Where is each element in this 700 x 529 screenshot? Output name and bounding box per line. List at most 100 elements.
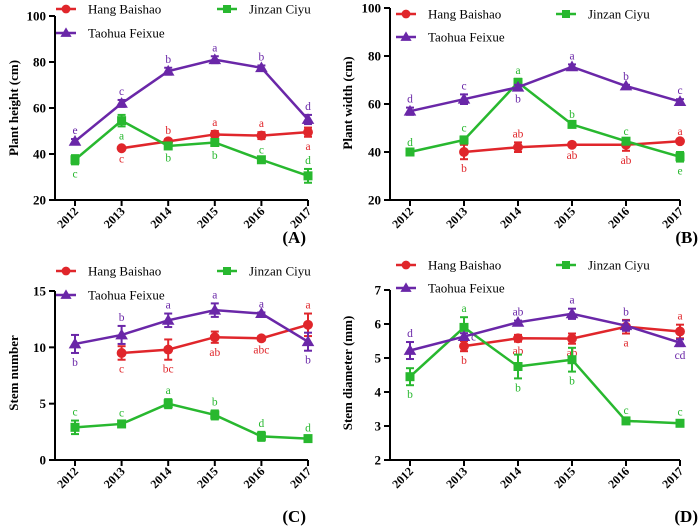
panel-c-legend: Hang Baishao Jinzan Ciyu Taohua Feixue: [56, 264, 311, 303]
data-point: [116, 143, 127, 154]
data-point: [208, 303, 222, 315]
series-line: [74, 58, 309, 143]
panel-a-label: (A): [282, 228, 306, 247]
panel-a-xtick-label: 2013: [101, 204, 128, 231]
panel-b-xtick-label: 2015: [551, 204, 578, 231]
legend-marker: [401, 9, 411, 19]
panel-d-ytick-label: 5: [375, 351, 382, 366]
panel-c: 0 5 10 15 2012 2013 2014 2015 2016 2017 Stem numb…: [6, 264, 315, 526]
panel-d-xtick-label: 2013: [443, 464, 470, 491]
data-point: [209, 129, 220, 140]
panel-d-legend-item-1: Jinzan Ciyu: [556, 258, 650, 273]
data-point: [255, 61, 268, 73]
panel-c-ytick-label: 5: [40, 396, 47, 411]
data-point: [70, 155, 80, 165]
panel-b-ytick-label: 60: [368, 97, 381, 112]
data-point: [619, 319, 633, 331]
significance-letter: b: [623, 71, 629, 83]
significance-letter: b: [165, 54, 171, 66]
panel-b-label: (B): [675, 228, 698, 247]
panel-a-ytick-label: 20: [33, 193, 46, 208]
panel-b-xtick-label: 2012: [389, 204, 416, 231]
significance-letter: d: [305, 155, 311, 167]
data-point: [117, 419, 127, 429]
panel-b-xtick-label: 2014: [497, 204, 524, 231]
legend-label: Hang Baishao: [428, 258, 501, 273]
panel-a-xtick-label: 2015: [194, 204, 221, 231]
data-point: [567, 119, 577, 129]
panel-d-ytick-label: 6: [375, 317, 382, 332]
data-point: [256, 155, 266, 165]
data-point: [673, 336, 687, 348]
significance-letter: b: [119, 312, 125, 324]
significance-letter: b: [461, 355, 467, 367]
data-point: [116, 348, 127, 358]
panel-c-legend-item-1: Jinzan Ciyu: [217, 264, 311, 279]
series-line: [74, 402, 309, 440]
significance-letter: d: [407, 328, 413, 340]
significance-letter: c: [259, 145, 264, 157]
significance-letter: a: [569, 50, 574, 62]
significance-letter: a: [119, 130, 124, 142]
significance-letter: a: [166, 385, 171, 397]
significance-letter: a: [677, 126, 682, 138]
significance-letter: d: [407, 137, 413, 149]
legend-marker: [562, 261, 570, 269]
panel-c-ylabel: Stem number: [6, 335, 21, 411]
data-point: [621, 416, 631, 426]
data-point: [161, 313, 175, 325]
data-point: [303, 434, 313, 444]
data-point: [405, 147, 415, 157]
significance-letter: b: [212, 150, 218, 162]
data-point: [256, 130, 267, 141]
legend-marker: [562, 10, 570, 18]
data-point: [301, 335, 315, 347]
panel-a-ylabel: Plant height (cm): [6, 60, 21, 156]
data-point: [511, 80, 525, 92]
data-point: [567, 139, 577, 150]
data-point: [303, 171, 313, 181]
data-point: [163, 141, 173, 151]
panel-b-legend-item-2: Taohua Feixue: [396, 30, 505, 45]
panel-d-ytick-label: 2: [375, 453, 382, 468]
panel-b-ytick-label: 100: [362, 1, 382, 16]
significance-letter: c: [119, 364, 124, 376]
panel-b-ytick-label: 20: [368, 193, 381, 208]
significance-letter: c: [119, 153, 124, 165]
panel-a-ytick-label: 80: [33, 55, 46, 70]
data-point: [115, 97, 128, 108]
data-point: [68, 337, 82, 349]
data-point: [567, 333, 577, 344]
panel-c-series-1: c c a b d d: [70, 385, 313, 444]
significance-letter: c: [677, 407, 682, 419]
data-point: [209, 332, 220, 343]
significance-letter: ab: [513, 128, 524, 140]
data-point: [513, 362, 523, 371]
significance-letter: ab: [209, 347, 220, 359]
panel-c-ytick-label: 10: [33, 340, 46, 355]
significance-letter: ab: [567, 150, 578, 162]
panel-c-label: (C): [282, 507, 306, 526]
significance-letter: a: [569, 295, 574, 307]
panel-a-xtick-label: 2014: [147, 204, 174, 231]
panel-c-xtick-label: 2014: [147, 464, 174, 491]
panel-c-xtick-label: 2012: [54, 464, 81, 491]
series-line: [409, 325, 681, 425]
panel-b-series-2: d c b a b c: [403, 50, 687, 116]
legend-marker: [61, 4, 71, 14]
legend-label: Jinzan Ciyu: [249, 264, 311, 279]
data-point: [675, 418, 685, 428]
data-point: [115, 328, 128, 340]
data-point: [457, 92, 471, 104]
significance-letter: b: [461, 163, 467, 175]
significance-letter: b: [72, 357, 78, 369]
data-point: [161, 64, 175, 76]
panel-c-legend-item-0: Hang Baishao: [56, 264, 161, 279]
panel-b-ytick-label: 40: [368, 145, 381, 160]
legend-marker: [60, 27, 72, 37]
panel-d-legend-item-0: Hang Baishao: [396, 258, 501, 273]
